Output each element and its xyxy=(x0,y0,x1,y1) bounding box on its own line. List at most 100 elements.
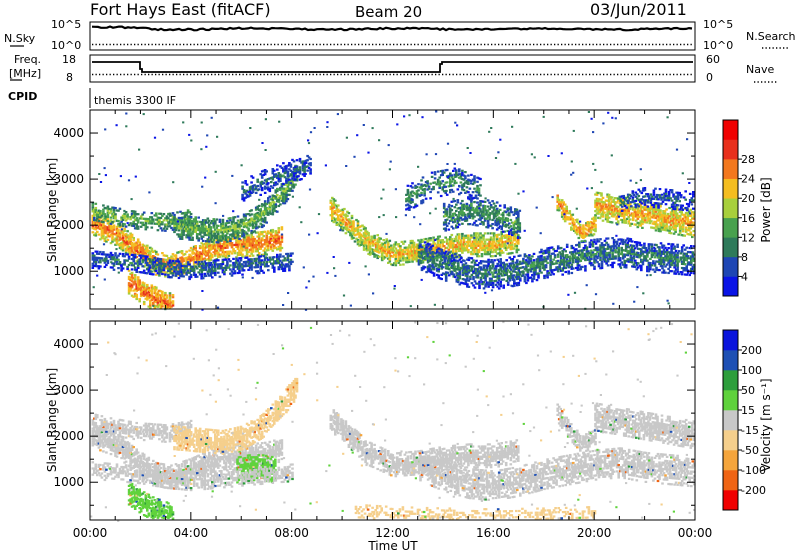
power-data-cell xyxy=(214,236,217,240)
power-data-cell xyxy=(353,230,357,233)
power-data-cell xyxy=(500,278,504,281)
power-data-cell xyxy=(132,212,135,215)
power-data-cell xyxy=(617,253,620,256)
power-data-cell xyxy=(233,250,237,253)
power-data-cell xyxy=(212,226,216,229)
power-data-cell xyxy=(186,211,190,214)
power-data-cell xyxy=(556,245,560,248)
power-data-cell xyxy=(614,240,617,243)
power-data-cell xyxy=(511,241,514,244)
power-data-cell xyxy=(529,264,533,267)
power-data-cell xyxy=(668,270,672,273)
freq-line xyxy=(92,61,693,73)
power-data-cell xyxy=(470,265,474,268)
power-data-cell xyxy=(377,239,381,242)
power-data-cell xyxy=(438,277,442,280)
power-data-cell xyxy=(159,268,163,271)
power-data-cell xyxy=(519,271,522,274)
power-data-cell xyxy=(212,220,216,223)
power-data-cell xyxy=(570,257,574,260)
power-data-cell xyxy=(186,209,190,212)
power-data-cell xyxy=(212,265,216,268)
power-data-cell xyxy=(558,263,561,266)
power-data-cell xyxy=(464,272,468,275)
power-data-cell xyxy=(106,253,110,256)
power-data-cell xyxy=(356,241,360,244)
beam-title: Beam 20 xyxy=(355,3,422,21)
power-data-cell xyxy=(277,255,281,258)
power-data-cell xyxy=(355,227,358,230)
power-data-cell xyxy=(451,270,454,274)
power-data-cell xyxy=(147,264,151,267)
power-data-cell xyxy=(581,255,584,258)
power-data-cell xyxy=(396,243,399,246)
power-data-cell xyxy=(165,215,169,218)
power-data-cell xyxy=(185,223,188,226)
power-data-cell xyxy=(543,268,546,271)
power-data-cell xyxy=(453,254,457,257)
power-data-cell xyxy=(362,232,366,235)
power-data-cell xyxy=(285,195,288,199)
power-data-cell xyxy=(457,278,460,281)
power-data-cell xyxy=(167,267,170,270)
power-data-cell xyxy=(162,254,166,257)
power-data-cell xyxy=(185,260,188,264)
power-data-cell xyxy=(575,258,578,261)
power-data-cell xyxy=(171,300,175,303)
power-data-cell xyxy=(102,253,105,256)
power-data-cell xyxy=(514,265,518,268)
power-data-cell xyxy=(124,233,128,236)
power-data-cell xyxy=(285,263,288,266)
power-data-cell xyxy=(421,261,425,264)
power-data-cell xyxy=(155,296,158,299)
power-data-cell xyxy=(156,303,160,306)
power-data-cell xyxy=(242,232,246,235)
power-data-cell xyxy=(270,212,273,215)
power-data-cell xyxy=(298,166,302,169)
power-data-cell xyxy=(498,247,502,251)
power-data-cell xyxy=(250,229,253,233)
power-data-cell xyxy=(483,253,487,256)
power-data-cell xyxy=(417,253,421,256)
power-data-cell xyxy=(102,210,105,213)
power-data-cell xyxy=(221,231,225,234)
power-data-cell xyxy=(251,250,255,253)
power-data-cell xyxy=(94,228,98,231)
power-data-cell xyxy=(558,247,561,250)
power-data-cell xyxy=(236,225,240,228)
power-data-cell xyxy=(664,257,667,260)
power-data-cell xyxy=(488,246,491,249)
power-data-cell xyxy=(149,300,152,303)
power-data-cell xyxy=(412,250,416,253)
power-data-cell xyxy=(435,238,438,241)
power-data-cell xyxy=(664,271,667,274)
power-data-cell xyxy=(209,240,213,243)
power-data-cell xyxy=(195,267,199,270)
power-data-cell xyxy=(338,214,342,217)
power-data-cell xyxy=(215,239,219,242)
power-data-cell xyxy=(142,269,146,272)
power-data-cell xyxy=(260,243,264,246)
power-data-cell xyxy=(120,220,123,223)
power-data-cell xyxy=(159,264,163,267)
power-data-cell xyxy=(171,304,175,307)
power-data-cell xyxy=(224,266,228,269)
power-data-cell xyxy=(93,227,96,230)
power-data-cell xyxy=(159,223,163,226)
power-data-cell xyxy=(356,226,360,229)
power-data-cell xyxy=(428,249,431,252)
power-data-cell xyxy=(144,228,148,231)
power-data-cell xyxy=(197,254,200,257)
power-data-cell xyxy=(162,297,166,300)
power-data-cell xyxy=(146,268,149,271)
power-data-cell xyxy=(136,278,140,281)
power-data-cell xyxy=(127,269,131,272)
power-data-cell xyxy=(268,210,272,213)
power-data-cell xyxy=(118,263,122,266)
power-data-cell xyxy=(126,213,129,216)
power-data-cell xyxy=(508,264,512,267)
power-data-cell xyxy=(165,294,169,297)
power-data-cell xyxy=(179,256,182,259)
nave-tick-top: 60 xyxy=(706,53,720,66)
power-data-cell xyxy=(204,225,208,228)
